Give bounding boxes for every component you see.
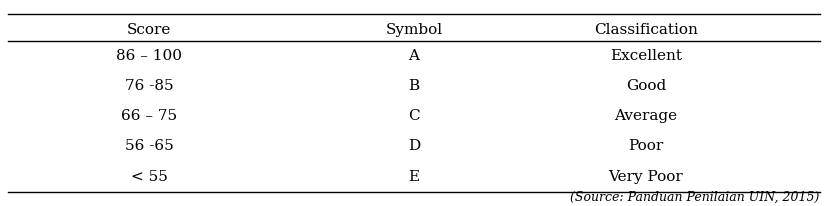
Text: Good: Good <box>625 79 665 93</box>
Text: E: E <box>408 170 419 184</box>
Text: C: C <box>408 109 419 123</box>
Text: A: A <box>408 49 419 63</box>
Text: B: B <box>408 79 419 93</box>
Text: Score: Score <box>127 23 171 37</box>
Text: 76 -85: 76 -85 <box>125 79 173 93</box>
Text: Classification: Classification <box>593 23 697 37</box>
Text: 66 – 75: 66 – 75 <box>121 109 177 123</box>
Text: Poor: Poor <box>628 139 662 153</box>
Text: Very Poor: Very Poor <box>608 170 682 184</box>
Text: Symbol: Symbol <box>385 23 442 37</box>
Text: 56 -65: 56 -65 <box>125 139 173 153</box>
Text: < 55: < 55 <box>131 170 167 184</box>
Text: 86 – 100: 86 – 100 <box>116 49 182 63</box>
Text: Excellent: Excellent <box>609 49 681 63</box>
Text: D: D <box>408 139 419 153</box>
Text: Average: Average <box>614 109 676 123</box>
Text: (Source: Panduan Penilaian UIN, 2015): (Source: Panduan Penilaian UIN, 2015) <box>570 191 819 204</box>
